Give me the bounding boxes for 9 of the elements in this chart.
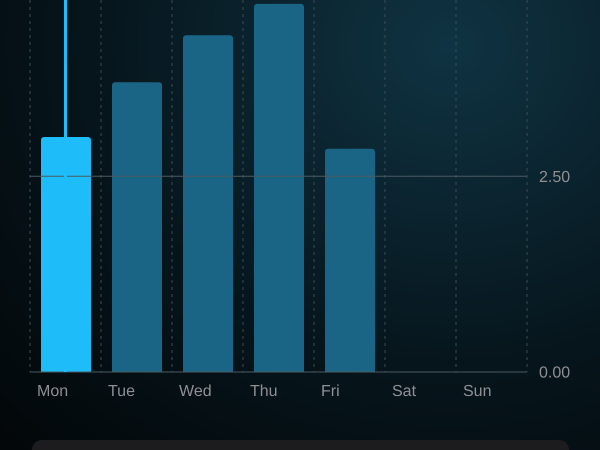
x-tick-label: Mon [37, 383, 68, 400]
x-tick-label: Tue [108, 383, 136, 400]
x-tick-label: Fri [321, 383, 340, 400]
y-tick-label: 0.00 [539, 364, 570, 382]
x-tick-label: Sun [463, 383, 492, 400]
x-tick-label: Wed [179, 383, 212, 400]
y-tick-label: 2.50 [539, 168, 570, 186]
x-tick-label: Thu [250, 383, 278, 400]
x-tick-label: Sat [392, 383, 417, 400]
